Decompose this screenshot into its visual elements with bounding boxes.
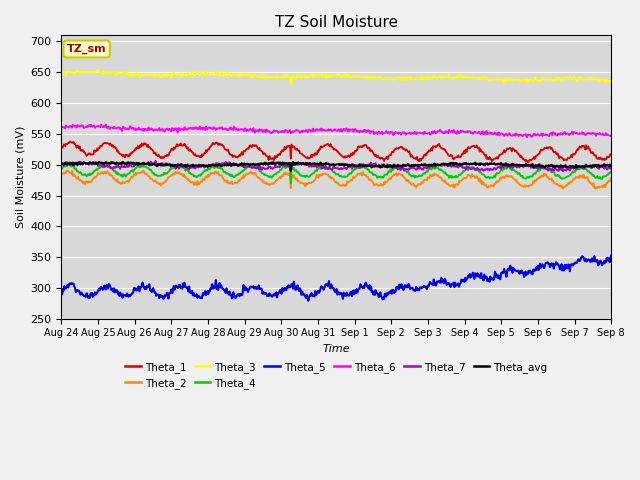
Theta_5: [67, 280, 75, 286]
Theta_5: [124, 293, 132, 299]
Theta_5: [180, 284, 188, 290]
Line: Theta_3: Theta_3: [61, 70, 611, 84]
Theta_5: [58, 289, 65, 295]
Theta_2: [180, 174, 188, 180]
Theta_1: [524, 159, 532, 165]
Theta_6: [404, 131, 412, 136]
Theta_1: [68, 140, 76, 145]
Theta_1: [66, 139, 74, 144]
Theta_1: [125, 154, 132, 159]
Theta_4: [180, 166, 188, 171]
Theta_6: [180, 124, 188, 130]
Theta_3: [67, 69, 75, 75]
Theta_7: [404, 167, 412, 172]
Theta_2: [404, 179, 412, 184]
Theta_4: [58, 166, 65, 172]
Theta_1: [607, 152, 615, 157]
Theta_3: [420, 75, 428, 81]
Theta_5: [404, 284, 412, 290]
Theta_3: [94, 67, 102, 72]
Theta_7: [152, 158, 159, 164]
Line: Theta_1: Theta_1: [61, 142, 611, 162]
Theta_4: [404, 169, 412, 175]
Theta_2: [68, 168, 76, 174]
Line: Theta_avg: Theta_avg: [61, 162, 611, 171]
Theta_avg: [607, 163, 615, 169]
X-axis label: Time: Time: [323, 344, 350, 354]
Theta_3: [180, 72, 188, 78]
Theta_5: [209, 283, 217, 288]
Theta_7: [607, 166, 615, 172]
Theta_5: [607, 252, 615, 258]
Theta_3: [58, 70, 65, 76]
Title: TZ Soil Moisture: TZ Soil Moisture: [275, 15, 398, 30]
Theta_3: [210, 72, 218, 77]
Theta_avg: [125, 159, 132, 165]
Theta_6: [67, 125, 75, 131]
Theta_4: [68, 163, 76, 168]
Theta_avg: [119, 159, 127, 165]
Theta_avg: [58, 162, 65, 168]
Theta_2: [420, 177, 428, 183]
Theta_avg: [210, 162, 218, 168]
Theta_avg: [67, 160, 75, 166]
Theta_4: [210, 165, 218, 170]
Theta_7: [559, 168, 567, 174]
Theta_3: [287, 82, 294, 87]
Theta_2: [58, 172, 65, 178]
Theta_5: [305, 298, 312, 303]
Line: Theta_2: Theta_2: [61, 170, 611, 189]
Line: Theta_5: Theta_5: [61, 255, 611, 300]
Text: TZ_sm: TZ_sm: [67, 44, 106, 54]
Theta_avg: [180, 163, 188, 168]
Theta_3: [607, 79, 615, 84]
Theta_1: [180, 141, 188, 147]
Theta_4: [125, 171, 132, 177]
Theta_2: [63, 168, 70, 173]
Theta_7: [180, 163, 188, 169]
Theta_1: [58, 145, 65, 151]
Theta_2: [125, 179, 132, 185]
Theta_avg: [287, 168, 294, 174]
Theta_6: [420, 131, 428, 137]
Theta_6: [125, 126, 132, 132]
Theta_avg: [404, 163, 412, 168]
Theta_7: [58, 161, 65, 167]
Theta_4: [607, 168, 615, 174]
Theta_2: [559, 186, 567, 192]
Theta_6: [524, 134, 531, 140]
Theta_7: [124, 163, 132, 168]
Y-axis label: Soil Moisture (mV): Soil Moisture (mV): [15, 126, 25, 228]
Line: Theta_4: Theta_4: [61, 164, 611, 183]
Theta_2: [210, 170, 218, 176]
Theta_7: [210, 162, 218, 168]
Theta_7: [420, 165, 428, 170]
Line: Theta_6: Theta_6: [61, 124, 611, 137]
Theta_4: [287, 180, 294, 186]
Theta_3: [125, 73, 132, 79]
Theta_6: [607, 132, 615, 138]
Theta_2: [607, 175, 615, 181]
Theta_4: [66, 161, 74, 167]
Theta_4: [420, 171, 428, 177]
Theta_1: [404, 148, 412, 154]
Theta_5: [420, 283, 428, 289]
Theta_1: [210, 140, 218, 146]
Theta_6: [58, 124, 65, 130]
Theta_6: [102, 121, 109, 127]
Line: Theta_7: Theta_7: [61, 161, 611, 171]
Theta_avg: [420, 162, 428, 168]
Theta_3: [404, 75, 412, 81]
Legend: Theta_1, Theta_2, Theta_3, Theta_4, Theta_5, Theta_6, Theta_7, Theta_avg: Theta_1, Theta_2, Theta_3, Theta_4, Thet…: [121, 358, 552, 393]
Theta_6: [210, 124, 218, 130]
Theta_7: [67, 161, 75, 167]
Theta_1: [420, 152, 428, 158]
